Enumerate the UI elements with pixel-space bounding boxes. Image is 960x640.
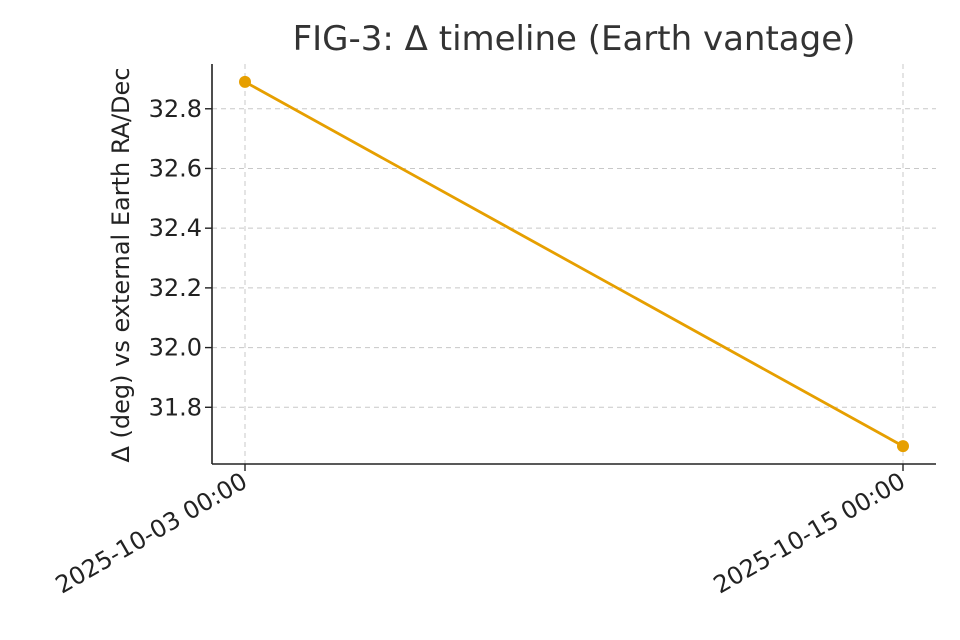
y-tick-label: 31.8 — [149, 393, 202, 421]
x-tick-label: 2025-10-03 00:00 — [51, 467, 252, 599]
data-point — [897, 440, 909, 453]
y-axis-label: Δ (deg) vs external Earth RA/Dec — [107, 68, 135, 463]
ticks: 31.8 32.0 32.2 32.4 32.6 32.8 2025-10-03 00:00… — [51, 95, 910, 600]
gridlines — [212, 64, 936, 464]
x-tick-label: 2025-10-15 00:00 — [709, 467, 910, 599]
y-tick-label: 32.4 — [149, 214, 202, 242]
chart-title: FIG-3: Δ timeline (Earth vantage) — [293, 19, 856, 59]
y-tick-label: 32.0 — [149, 334, 202, 362]
y-tick-label: 32.6 — [149, 154, 202, 182]
axes — [211, 64, 936, 465]
y-tick-label: 32.2 — [149, 274, 202, 302]
series-group — [239, 75, 909, 453]
series-line — [243, 80, 905, 448]
y-tick-label: 32.8 — [149, 95, 202, 123]
data-point — [239, 75, 251, 88]
